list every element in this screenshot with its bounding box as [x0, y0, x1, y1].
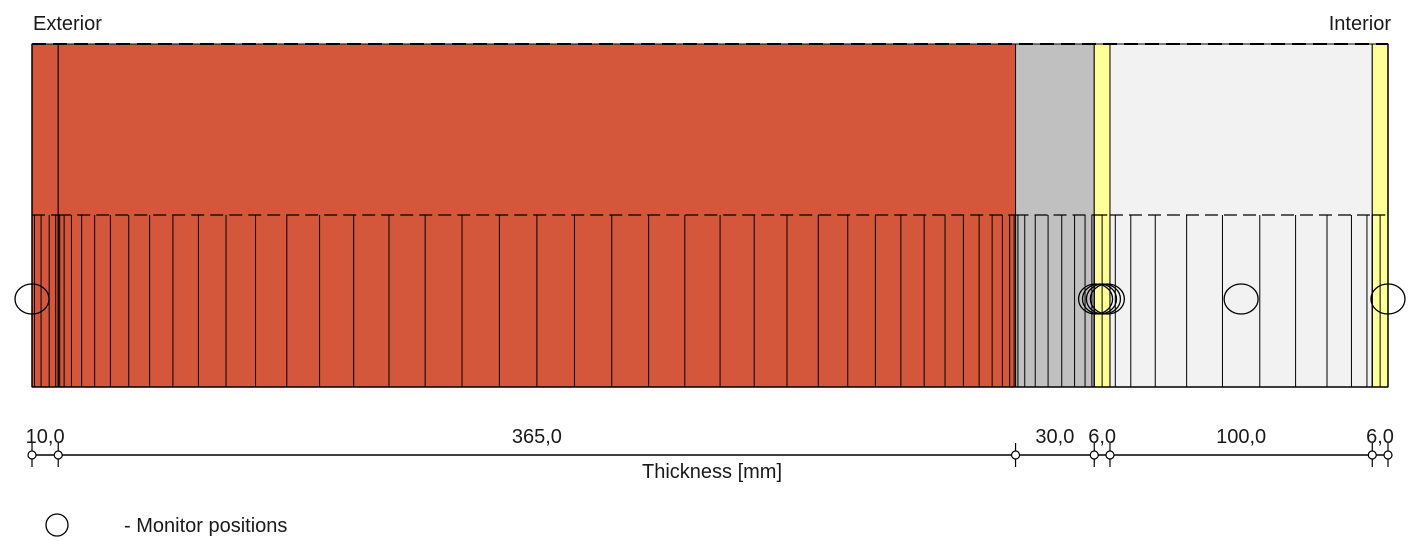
thickness-label: 365,0 — [512, 426, 562, 448]
monitor-marker — [1223, 283, 1259, 315]
axis-tick-marker — [1089, 450, 1099, 460]
monitor-marker — [14, 283, 50, 315]
interior-label: Interior — [1329, 13, 1392, 35]
monitor-markers — [14, 283, 1406, 315]
axis-tick-marker — [53, 450, 63, 460]
legend-monitor-icon — [45, 513, 69, 537]
thickness-label: 6,0 — [1088, 426, 1116, 448]
thickness-label: 6,0 — [1366, 426, 1394, 448]
thickness-labels: 10,0 365,0 30,0 6,0 100,0 6,0 — [26, 426, 1394, 448]
axis-tick-marker — [1383, 450, 1393, 460]
thickness-label: 30,0 — [1035, 426, 1074, 448]
axis-tick-marker — [1010, 450, 1021, 460]
thickness-axis — [27, 443, 1393, 467]
mesh-grid — [31, 214, 1389, 387]
axis-tick-marker — [27, 450, 37, 460]
thickness-label: 10,0 — [26, 426, 65, 448]
legend-text: - Monitor positions — [124, 515, 287, 537]
thickness-label: 100,0 — [1216, 426, 1266, 448]
axis-title: Thickness [mm] — [642, 461, 782, 483]
monitor-marker — [1089, 283, 1126, 315]
monitor-marker — [1370, 283, 1406, 315]
exterior-label: Exterior — [33, 13, 102, 35]
axis-tick-marker — [1105, 450, 1115, 460]
axis-tick-marker — [1367, 450, 1377, 460]
